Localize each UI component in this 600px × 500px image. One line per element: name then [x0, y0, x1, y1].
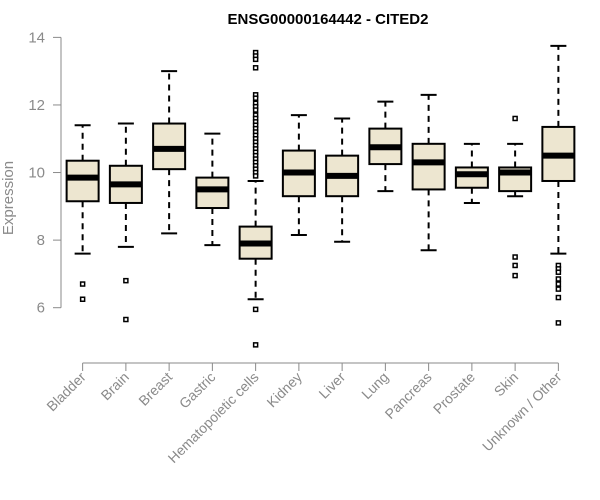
outlier-point [252, 342, 259, 348]
outlier-point [79, 296, 86, 302]
outlier-point [555, 269, 562, 275]
box-group [498, 115, 533, 279]
x-tick-label: Liver [315, 369, 348, 402]
outlier-point [555, 294, 562, 301]
box-group [238, 49, 273, 348]
x-tick-label: Gastric [176, 369, 219, 412]
box-group [195, 132, 230, 247]
box-iqr [411, 142, 446, 191]
box-group [152, 70, 187, 235]
boxes [65, 44, 576, 348]
y-tick-label: 14 [28, 29, 45, 46]
outlier-point [252, 306, 259, 313]
y-tick-label: 12 [28, 97, 45, 114]
outlier-point [555, 281, 562, 287]
box-iqr [65, 159, 100, 203]
chart-title: ENSG00000164442 - CITED2 [228, 11, 429, 28]
outlier-point [555, 276, 562, 282]
outlier-point [512, 262, 518, 269]
outlier-point [252, 95, 259, 101]
outlier-point [123, 277, 129, 284]
outlier-point [252, 107, 259, 113]
outlier-point [555, 286, 562, 292]
box-group [454, 142, 489, 204]
box-iqr [454, 166, 489, 189]
box-group [541, 44, 576, 326]
box-group [65, 124, 100, 302]
x-tick-label: Skin [491, 369, 522, 400]
y-axis: 6 8 10 12 14 [28, 29, 62, 317]
x-tick-label: Lung [358, 369, 391, 402]
x-tick-label: Bladder [43, 369, 89, 415]
outlier-point [555, 320, 562, 326]
x-tick-label: Brain [98, 369, 132, 403]
x-tick-label: Kidney [263, 369, 305, 411]
box-group [108, 122, 143, 323]
outlier-point [252, 56, 259, 63]
x-tick-label: Unknown / Other [479, 369, 565, 455]
box-group [368, 100, 403, 193]
box-iqr [195, 176, 230, 210]
outlier-point [123, 316, 129, 323]
x-tick-label: Breast [135, 369, 175, 409]
outlier-point [512, 254, 518, 260]
y-tick-label: 10 [28, 165, 45, 182]
x-tick-label: Pancreas [382, 369, 435, 422]
outlier-point [512, 272, 518, 279]
box-group [281, 114, 316, 237]
box-group [325, 117, 360, 243]
box-group [411, 93, 446, 252]
x-tick-label: Prostate [430, 369, 478, 417]
y-tick-label: 6 [37, 300, 45, 317]
y-axis-label: Expression [0, 161, 17, 235]
y-tick-label: 8 [37, 232, 45, 249]
outlier-point [79, 281, 86, 287]
outlier-point [252, 173, 259, 179]
outlier-point [252, 65, 259, 71]
outlier-point [512, 115, 518, 122]
